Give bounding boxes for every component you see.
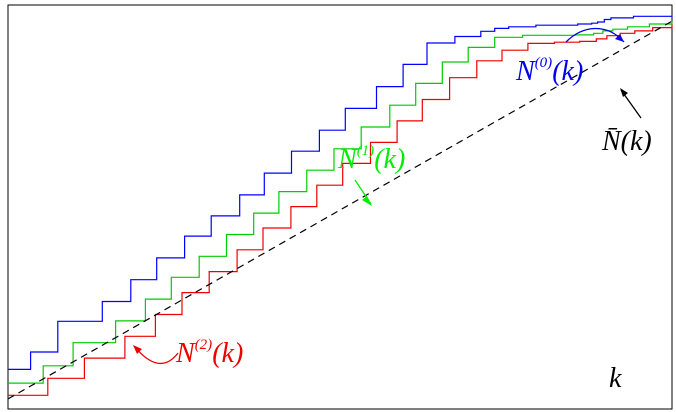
label-n1-arg: (k) — [374, 144, 405, 175]
label-n2: N(2)(k) — [175, 337, 243, 369]
label-n1-sup: (1) — [357, 143, 375, 159]
x-axis-label: k — [609, 363, 622, 394]
label-n1: N(1)(k) — [337, 143, 405, 175]
arrow-n0-head — [615, 34, 624, 42]
arrow-nbar-head — [620, 88, 628, 97]
plot-frame — [7, 4, 673, 410]
arrow-n1-head — [362, 196, 372, 206]
series-n2 — [8, 24, 673, 396]
series-layer — [7, 15, 673, 400]
label-n0: N(0)(k) — [515, 55, 583, 87]
series-n1 — [8, 21, 673, 384]
label-n0-sup: (0) — [535, 55, 553, 71]
label-n1-base: N — [337, 144, 358, 175]
label-n0-arg: (k) — [552, 56, 583, 87]
label-n0-base: N — [515, 56, 536, 87]
label-n2-sup: (2) — [195, 337, 213, 353]
series-nbar — [7, 20, 673, 400]
label-nbar: N̄(k) — [601, 126, 652, 157]
label-n2-arg: (k) — [212, 338, 243, 369]
arrow-n2-head — [133, 345, 142, 354]
series-n0 — [8, 15, 673, 370]
label-n2-base: N — [175, 338, 196, 369]
